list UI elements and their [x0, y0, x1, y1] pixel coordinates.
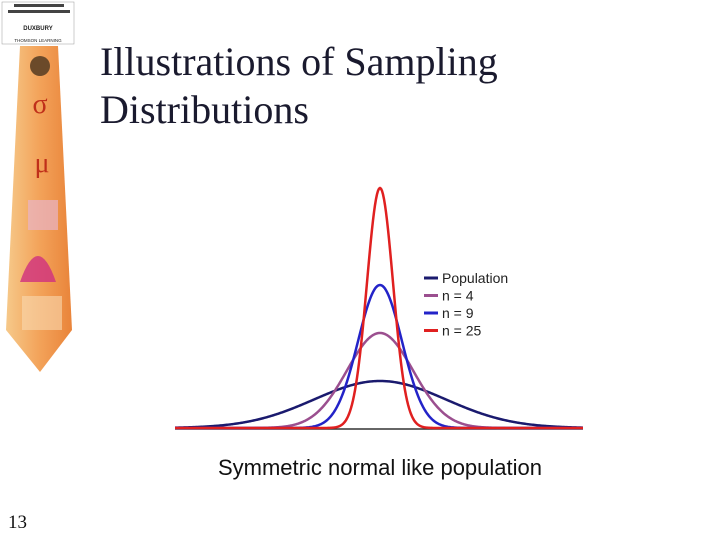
banner-icon — [20, 256, 56, 282]
banner-formula — [22, 296, 62, 330]
slide-title: Illustrations of Sampling — [100, 39, 498, 84]
banner-publisher: DUXBURY — [23, 26, 52, 32]
slide-title: Distributions — [100, 87, 309, 132]
page-number: 13 — [8, 512, 27, 533]
banner-logo-line — [14, 4, 64, 7]
legend-label: n = 25 — [442, 323, 482, 339]
density-curve — [175, 186, 583, 430]
banner-icon — [30, 56, 50, 76]
banner-publisher2: THOMSON LEARNING — [14, 38, 62, 43]
banner-logo-box — [1, 1, 75, 45]
legend-label: Population — [442, 270, 508, 286]
banner: DUXBURY THOMSON LEARNING σ μ — [1, 1, 75, 372]
density-curve — [174, 379, 584, 429]
figure — [174, 186, 584, 430]
legend-label: n = 4 — [442, 288, 474, 304]
figure-caption: Symmetric normal like population — [218, 455, 542, 480]
banner-icon — [28, 200, 58, 230]
legend-label: n = 9 — [442, 305, 474, 321]
banner-sigma: σ — [32, 89, 47, 120]
legend: Population n = 4n = 9 n = 25 — [424, 270, 508, 339]
banner-logo-line — [8, 10, 70, 13]
banner-mu: μ — [34, 148, 49, 179]
